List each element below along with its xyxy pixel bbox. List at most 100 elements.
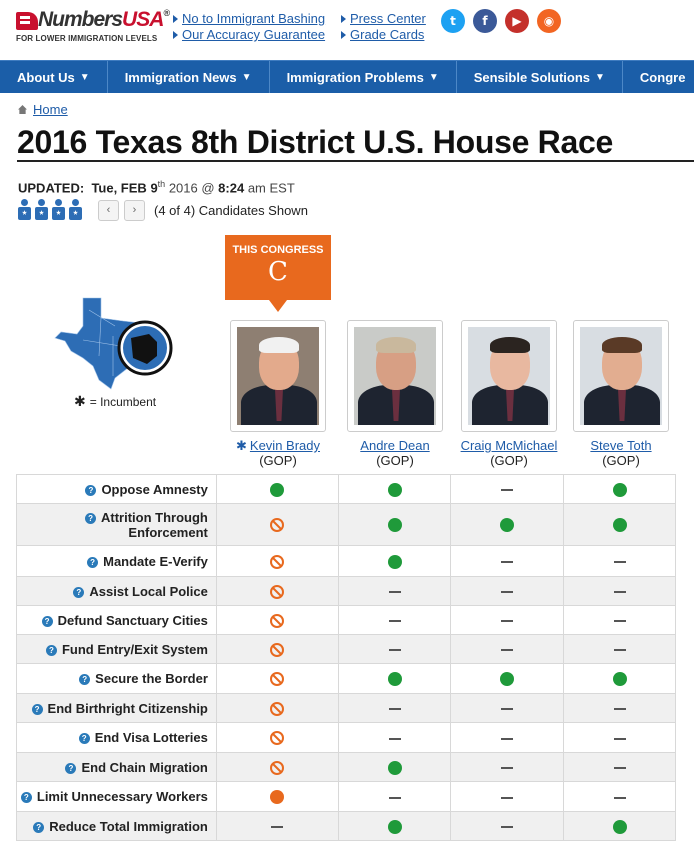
issue-rating-cell[interactable] bbox=[337, 811, 452, 841]
issue-rating-cell[interactable] bbox=[337, 693, 452, 723]
issue-rating-cell[interactable] bbox=[450, 605, 565, 635]
issue-rating-cell[interactable] bbox=[563, 605, 676, 635]
help-icon[interactable]: ? bbox=[85, 512, 97, 524]
help-icon[interactable]: ? bbox=[20, 792, 32, 803]
issue-rating-cell[interactable] bbox=[450, 663, 565, 694]
issue-rating-cell[interactable] bbox=[215, 605, 339, 635]
issue-rating-cell[interactable] bbox=[215, 634, 339, 664]
issue-label[interactable]: ? Reduce Total Immigration bbox=[16, 811, 217, 841]
link-grade-cards[interactable]: Grade Cards bbox=[340, 27, 426, 43]
issue-label[interactable]: ? Assist Local Police bbox=[16, 576, 217, 606]
issue-label[interactable]: ? Fund Entry/Exit System bbox=[16, 634, 217, 664]
issue-label[interactable]: ? Attrition Through Enforcement bbox=[16, 503, 217, 546]
nav-item-immigration-news[interactable]: Immigration News ▼ bbox=[108, 61, 270, 93]
issue-rating-cell[interactable] bbox=[337, 545, 452, 577]
nav-item-sensible-solutions[interactable]: Sensible Solutions ▼ bbox=[457, 61, 623, 93]
twitter-icon[interactable]: t bbox=[441, 9, 465, 33]
issue-rating-cell[interactable] bbox=[337, 634, 452, 664]
help-icon[interactable]: ? bbox=[41, 615, 53, 627]
issue-rating-cell[interactable] bbox=[450, 811, 565, 841]
issue-rating-cell[interactable] bbox=[337, 781, 452, 812]
nav-item-immigration-problems[interactable]: Immigration Problems ▼ bbox=[270, 61, 457, 93]
issue-rating-cell[interactable] bbox=[215, 576, 339, 606]
help-icon[interactable]: ? bbox=[79, 674, 91, 685]
link-no-immigrant-bashing[interactable]: No to Immigrant Bashing bbox=[172, 11, 325, 27]
issue-rating-cell[interactable] bbox=[215, 503, 339, 546]
issue-label[interactable]: ? Limit Unnecessary Workers bbox=[16, 781, 217, 812]
issue-rating-cell[interactable] bbox=[337, 576, 452, 606]
issue-rating-cell[interactable] bbox=[563, 722, 676, 753]
issue-rating-cell[interactable] bbox=[215, 474, 339, 504]
candidate-photo[interactable] bbox=[230, 320, 326, 432]
candidate-name-link[interactable]: Craig McMichael bbox=[460, 438, 558, 453]
issue-label[interactable]: ? Mandate E-Verify bbox=[16, 545, 217, 577]
issue-rating-cell[interactable] bbox=[215, 545, 339, 577]
candidate-photo[interactable] bbox=[347, 320, 443, 432]
next-page-button[interactable]: › bbox=[124, 199, 145, 221]
issue-rating-cell[interactable] bbox=[450, 752, 565, 782]
issue-rating-cell[interactable] bbox=[450, 503, 565, 546]
issue-rating-cell[interactable] bbox=[215, 752, 339, 782]
candidate-name-link[interactable]: Steve Toth bbox=[590, 438, 652, 453]
issue-label[interactable]: ? Secure the Border bbox=[16, 663, 217, 694]
issue-rating-cell[interactable] bbox=[450, 722, 565, 753]
issue-rating-cell[interactable] bbox=[450, 781, 565, 812]
help-icon[interactable]: ? bbox=[87, 556, 99, 568]
issue-rating-cell[interactable] bbox=[337, 663, 452, 694]
issue-rating-cell[interactable] bbox=[563, 693, 676, 723]
issue-rating-cell[interactable] bbox=[450, 634, 565, 664]
issue-label[interactable]: ? End Chain Migration bbox=[16, 752, 217, 782]
breadcrumb-home-link[interactable]: Home bbox=[33, 102, 68, 117]
issue-rating-cell[interactable] bbox=[450, 576, 565, 606]
facebook-icon[interactable]: f bbox=[473, 9, 497, 33]
issue-rating-cell[interactable] bbox=[450, 474, 565, 504]
candidate-name-link[interactable]: Kevin Brady bbox=[249, 438, 320, 453]
issue-rating-cell[interactable] bbox=[563, 781, 676, 812]
issue-rating-cell[interactable] bbox=[563, 752, 676, 782]
issue-rating-cell[interactable] bbox=[563, 634, 676, 664]
congress-grade-badge[interactable]: THIS CONGRESS C bbox=[225, 235, 331, 312]
issue-label[interactable]: ? Defund Sanctuary Cities bbox=[16, 605, 217, 635]
issue-rating-cell[interactable] bbox=[337, 503, 452, 546]
nav-item-about-us[interactable]: About Us ▼ bbox=[0, 61, 108, 93]
issue-rating-cell[interactable] bbox=[215, 693, 339, 723]
numbersusa-logo[interactable]: NumbersUSA® FOR LOWER IMMIGRATION LEVELS bbox=[16, 8, 170, 46]
help-icon[interactable]: ? bbox=[85, 484, 97, 496]
candidate-photo[interactable] bbox=[573, 320, 669, 432]
candidate-photo[interactable] bbox=[461, 320, 557, 432]
issue-rating-cell[interactable] bbox=[337, 474, 452, 504]
issue-rating-cell[interactable] bbox=[215, 811, 339, 841]
no-position-dash-icon bbox=[501, 708, 514, 711]
help-icon[interactable]: ? bbox=[65, 762, 77, 774]
issue-rating-cell[interactable] bbox=[563, 545, 676, 577]
issue-rating-cell[interactable] bbox=[337, 722, 452, 753]
issue-rating-cell[interactable] bbox=[337, 752, 452, 782]
issue-rating-cell[interactable] bbox=[215, 663, 339, 694]
issue-rating-cell[interactable] bbox=[563, 474, 676, 504]
help-icon[interactable]: ? bbox=[33, 821, 45, 833]
issue-label[interactable]: ? End Birthright Citizenship bbox=[16, 693, 217, 723]
youtube-icon[interactable]: ▶ bbox=[505, 9, 529, 33]
issue-rating-cell[interactable] bbox=[563, 576, 676, 606]
issue-rating-cell[interactable] bbox=[563, 503, 676, 546]
issue-rating-cell[interactable] bbox=[215, 781, 339, 812]
help-icon[interactable]: ? bbox=[31, 703, 43, 715]
nav-item-congre[interactable]: Congre bbox=[623, 61, 694, 93]
help-icon[interactable]: ? bbox=[78, 733, 90, 744]
link-press-center[interactable]: Press Center bbox=[340, 11, 426, 27]
issue-rating-cell[interactable] bbox=[563, 663, 676, 694]
link-accuracy-guarantee[interactable]: Our Accuracy Guarantee bbox=[172, 27, 325, 43]
prev-page-button[interactable]: ‹ bbox=[98, 199, 119, 221]
issue-rating-cell[interactable] bbox=[215, 722, 339, 753]
candidate-portrait bbox=[468, 327, 550, 425]
rss-icon[interactable]: ◉ bbox=[537, 9, 561, 33]
candidate-name-link[interactable]: Andre Dean bbox=[360, 438, 430, 453]
issue-rating-cell[interactable] bbox=[563, 811, 676, 841]
help-icon[interactable]: ? bbox=[45, 644, 57, 656]
issue-label[interactable]: ? Oppose Amnesty bbox=[16, 474, 217, 504]
issue-label[interactable]: ? End Visa Lotteries bbox=[16, 722, 217, 753]
issue-rating-cell[interactable] bbox=[450, 693, 565, 723]
issue-rating-cell[interactable] bbox=[337, 605, 452, 635]
help-icon[interactable]: ? bbox=[73, 586, 85, 598]
issue-rating-cell[interactable] bbox=[450, 545, 565, 577]
